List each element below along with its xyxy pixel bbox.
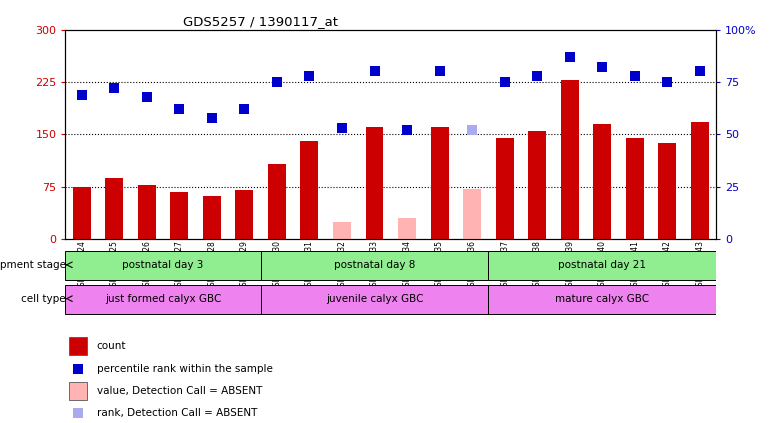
Point	[466, 127, 478, 134]
Bar	[73, 187, 91, 239]
Text: development stage: development stage	[0, 260, 66, 270]
Bar	[528, 131, 546, 239]
Point	[596, 64, 608, 71]
Point	[108, 85, 120, 92]
Point	[238, 106, 250, 113]
Point	[271, 79, 283, 85]
Text: mature calyx GBC: mature calyx GBC	[555, 294, 649, 304]
Point	[303, 72, 316, 79]
Bar	[203, 196, 221, 239]
Bar	[398, 218, 416, 239]
Text: count: count	[97, 341, 126, 351]
Bar	[658, 143, 676, 239]
Text: postnatal day 8: postnatal day 8	[334, 260, 415, 270]
Bar	[430, 127, 448, 239]
Text: GDS5257 / 1390117_at: GDS5257 / 1390117_at	[182, 16, 337, 28]
Bar	[236, 190, 253, 239]
Bar	[268, 164, 286, 239]
Point	[72, 365, 84, 372]
Bar	[488, 285, 716, 313]
Point	[434, 68, 446, 75]
Text: postnatal day 3: postnatal day 3	[122, 260, 204, 270]
Bar	[594, 124, 611, 239]
Bar	[170, 192, 188, 239]
Point	[661, 79, 674, 85]
Text: just formed calyx GBC: just formed calyx GBC	[105, 294, 221, 304]
Bar	[496, 138, 514, 239]
Text: juvenile calyx GBC: juvenile calyx GBC	[326, 294, 424, 304]
Bar	[300, 141, 318, 239]
Bar	[561, 80, 578, 239]
Point	[498, 79, 511, 85]
Text: cell type: cell type	[22, 294, 66, 304]
Bar	[105, 178, 123, 239]
Point	[72, 410, 84, 417]
Bar	[464, 189, 481, 239]
Bar	[138, 184, 156, 239]
Point	[336, 125, 348, 132]
Point	[564, 53, 576, 60]
Bar	[69, 337, 87, 355]
Bar	[691, 122, 708, 239]
Bar	[260, 285, 488, 313]
Point	[173, 106, 186, 113]
Bar	[626, 138, 644, 239]
Point	[368, 68, 380, 75]
Bar	[260, 251, 488, 280]
Text: postnatal day 21: postnatal day 21	[558, 260, 646, 270]
Point	[628, 72, 641, 79]
Bar	[69, 382, 87, 400]
Point	[141, 93, 153, 100]
Point	[694, 68, 706, 75]
Bar	[366, 127, 383, 239]
Text: percentile rank within the sample: percentile rank within the sample	[97, 363, 273, 374]
Bar	[65, 285, 260, 313]
Bar	[488, 251, 716, 280]
Bar	[65, 251, 260, 280]
Point	[206, 114, 218, 121]
Text: rank, Detection Call = ABSENT: rank, Detection Call = ABSENT	[97, 408, 257, 418]
Point	[75, 91, 88, 98]
Point	[401, 127, 413, 134]
Text: value, Detection Call = ABSENT: value, Detection Call = ABSENT	[97, 386, 262, 396]
Point	[531, 72, 544, 79]
Bar	[333, 222, 351, 239]
